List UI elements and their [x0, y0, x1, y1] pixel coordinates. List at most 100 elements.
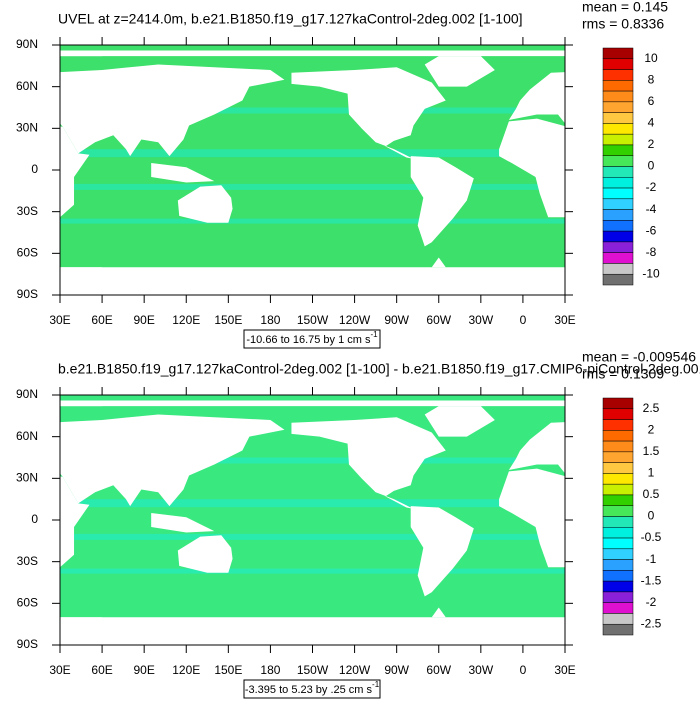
- colorbar-box: [602, 80, 634, 92]
- lat-label: 30N: [16, 121, 38, 135]
- colorbar-box: [602, 602, 634, 614]
- colorbar-box: [602, 516, 634, 528]
- land: [683, 535, 700, 573]
- ocean-band: [60, 149, 565, 158]
- land: [151, 513, 215, 533]
- colorbar-box: [602, 419, 634, 431]
- lon-label: 90E: [133, 313, 154, 327]
- colorbar-label: -2: [646, 595, 657, 609]
- colorbar-box: [602, 623, 634, 636]
- range-exponent: -1: [372, 680, 380, 689]
- colorbar-box: [602, 440, 634, 453]
- lon-label: 90W: [384, 313, 409, 327]
- lon-label: 150E: [214, 313, 242, 327]
- colorbar-box: [602, 101, 634, 113]
- colorbar-box: [602, 570, 634, 582]
- land: [656, 513, 700, 532]
- colorbar-label: 1: [648, 466, 655, 480]
- land: [177, 535, 233, 573]
- colorbar-box: [602, 430, 634, 442]
- lon-label: 120E: [172, 313, 200, 327]
- colorbar-box: [602, 198, 634, 210]
- lon-label: 60W: [426, 313, 451, 327]
- range-box: [243, 679, 381, 699]
- lon-label: 60W: [426, 663, 451, 677]
- lat-label: 90S: [17, 287, 38, 301]
- colorbar-box: [602, 112, 634, 124]
- colorbar-box: [602, 123, 634, 135]
- colorbar-box: [602, 505, 634, 517]
- colorbar-label: 1.5: [643, 444, 660, 458]
- colorbar-box: [602, 166, 634, 178]
- land: [656, 163, 700, 182]
- lat-label: 0: [31, 162, 38, 176]
- lon-label: 180: [260, 313, 280, 327]
- colorbar-box: [602, 273, 634, 286]
- lat-label: 90S: [17, 637, 38, 651]
- lon-label: 30E: [49, 313, 70, 327]
- colorbar-label: 6: [648, 94, 655, 108]
- colorbar-box: [602, 559, 634, 571]
- mean-text: mean = 0.145: [582, 0, 668, 15]
- range-box: [243, 329, 381, 349]
- panel-title: UVEL at z=2414.0m, b.e21.B1850.f19_g17.1…: [58, 11, 523, 27]
- colorbar-label: 2: [648, 137, 655, 151]
- lon-label: 120W: [339, 663, 371, 677]
- ocean-band: [60, 533, 565, 540]
- lon-label: 90W: [384, 663, 409, 677]
- colorbar-box: [602, 133, 634, 146]
- colorbar-label: -6: [646, 223, 657, 237]
- colorbar-label: 8: [648, 72, 655, 86]
- lat-label: 30S: [17, 554, 38, 568]
- colorbar-label: -0.5: [641, 530, 662, 544]
- lat-label: 90N: [16, 37, 38, 51]
- colorbar-box: [602, 451, 634, 463]
- ocean-band: [60, 568, 565, 574]
- colorbar-box: [602, 580, 634, 593]
- lat-label: 0: [31, 512, 38, 526]
- colorbar-label: 4: [648, 116, 655, 130]
- colorbar-box: [602, 527, 634, 539]
- lon-label: 0: [520, 313, 527, 327]
- lat-label: 30N: [16, 471, 38, 485]
- land: [60, 617, 103, 645]
- colorbar-box: [602, 155, 634, 167]
- map: [60, 45, 700, 295]
- mean-text: mean = -0.009546: [582, 349, 696, 365]
- lon-label: 30W: [468, 663, 493, 677]
- land: [60, 400, 565, 407]
- land: [60, 64, 285, 157]
- land: [424, 406, 495, 437]
- colorbar-box: [602, 47, 634, 60]
- panel-title: b.e21.B1850.f19_g17.127kaControl-2deg.00…: [58, 361, 700, 377]
- colorbar-label: 10: [644, 51, 658, 65]
- land: [683, 185, 700, 223]
- lat-label: 60N: [16, 79, 38, 93]
- lon-label: 150E: [214, 663, 242, 677]
- colorbar-box: [602, 473, 634, 485]
- colorbar-label: -1.5: [641, 573, 662, 587]
- range-text-main: -3.395 to 5.23 by .25 cm s: [245, 684, 373, 696]
- land: [431, 607, 446, 618]
- ocean-band: [60, 218, 565, 224]
- colorbar-label: 2.5: [643, 401, 660, 415]
- land: [60, 267, 103, 295]
- lat-label: 60N: [16, 429, 38, 443]
- land: [177, 185, 233, 223]
- colorbar-box: [602, 408, 634, 420]
- lat-label: 90N: [16, 387, 38, 401]
- lon-label: 150W: [297, 313, 329, 327]
- land: [508, 422, 565, 474]
- land: [60, 126, 90, 218]
- colorbar-label: 0.5: [643, 487, 660, 501]
- lat-label: 60S: [17, 596, 38, 610]
- lon-label: 30E: [554, 663, 575, 677]
- land: [291, 67, 446, 159]
- colorbar-box: [602, 591, 634, 603]
- ocean-band: [60, 457, 565, 464]
- colorbar-box: [602, 548, 634, 560]
- lon-label: 180: [260, 663, 280, 677]
- colorbar-box: [602, 177, 634, 189]
- lon-label: 120E: [172, 663, 200, 677]
- lon-label: 150W: [297, 663, 329, 677]
